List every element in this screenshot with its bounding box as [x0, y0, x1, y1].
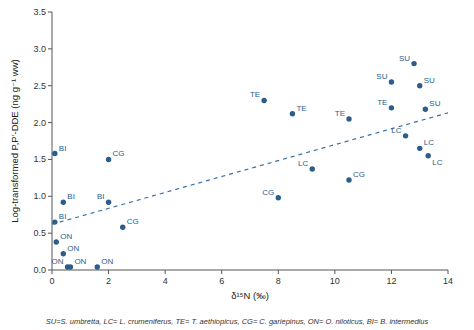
point [346, 177, 351, 182]
point [417, 146, 422, 151]
point-label: CG [353, 170, 365, 179]
point [261, 98, 266, 103]
point [106, 157, 111, 162]
y-tick-label: 2.5 [33, 81, 46, 91]
axes: 0 2 4 6 8 10 12 14 0.0 0.5 1.0 1.5 2.0 2.5 3.0 3.5 [33, 7, 453, 286]
point [310, 166, 315, 171]
point [68, 264, 73, 269]
point-label: SU [424, 76, 435, 85]
point-label: LC [424, 138, 434, 147]
y-axis-label: Log-transformed P,P′-DDE (ng g⁻¹ ww) [9, 59, 20, 222]
point-label: TE [377, 98, 387, 107]
point [52, 219, 57, 224]
y-tick [48, 270, 52, 271]
point [95, 264, 100, 269]
x-tick [391, 270, 392, 274]
y-tick [48, 159, 52, 160]
y-tick [48, 196, 52, 197]
point [276, 195, 281, 200]
point-label: LC [432, 158, 442, 167]
point-labels: BIBIBIONONONONONCGBICGTECGTELCTECGTESULC… [52, 54, 443, 266]
point-label: TE [335, 109, 345, 118]
point-label: BI [97, 192, 105, 201]
y-axis-line [52, 12, 53, 270]
x-tick [278, 270, 279, 274]
point-label: BI [59, 144, 67, 153]
point-label: BI [67, 192, 75, 201]
point-label: CG [262, 188, 274, 197]
point [417, 83, 422, 88]
x-tick [221, 270, 222, 274]
chart: 0 2 4 6 8 10 12 14 0.0 0.5 1.0 1.5 2.0 2.5 3.0 3.5 δ¹⁵N … [0, 0, 474, 330]
plot-area [52, 61, 448, 270]
point-label: CG [113, 149, 125, 158]
x-tick [52, 270, 53, 274]
y-tick [48, 85, 52, 86]
point-label: ON [67, 244, 79, 253]
point-label: SU [399, 54, 410, 63]
x-tick-label: 4 [163, 276, 168, 286]
x-tick-label: 12 [386, 276, 396, 286]
x-axis-label: δ¹⁵N (‰) [231, 290, 269, 301]
point-label: LC [391, 126, 401, 135]
y-tick [48, 122, 52, 123]
x-tick-label: 10 [330, 276, 340, 286]
point [426, 153, 431, 158]
point-label: CG [127, 217, 139, 226]
point [389, 79, 394, 84]
point [106, 199, 111, 204]
x-tick-label: 6 [219, 276, 224, 286]
x-axis-line [52, 270, 448, 271]
point [346, 116, 351, 121]
point [389, 105, 394, 110]
x-tick [108, 270, 109, 274]
x-tick-label: 8 [276, 276, 281, 286]
point-label: ON [60, 232, 72, 241]
point-label: SU [376, 72, 387, 81]
caption: SU=S. umbretta, LC= L. crumeniferus, TE=… [46, 317, 429, 326]
y-tick-label: 3.5 [33, 7, 46, 17]
x-tick-label: 2 [106, 276, 111, 286]
point [54, 239, 59, 244]
point [120, 225, 125, 230]
y-tick-label: 0.5 [33, 228, 46, 238]
point [61, 251, 66, 256]
y-tick [48, 48, 52, 49]
point [290, 111, 295, 116]
point [411, 61, 416, 66]
y-tick [48, 12, 52, 13]
point-label: SU [429, 99, 440, 108]
point-label: ON [101, 257, 113, 266]
y-tick-label: 3.0 [33, 44, 46, 54]
point-label: ON [52, 257, 64, 266]
point-label: TE [296, 104, 306, 113]
x-tick [448, 270, 449, 274]
x-tick-label: 0 [49, 276, 54, 286]
point [61, 199, 66, 204]
x-tick [334, 270, 335, 274]
y-tick-label: 0.0 [33, 265, 46, 275]
point [403, 133, 408, 138]
y-tick [48, 233, 52, 234]
point-label: BI [59, 212, 67, 221]
point-label: ON [74, 257, 86, 266]
point-label: LC [298, 159, 308, 168]
point-label: TE [250, 90, 260, 99]
y-tick-label: 1.5 [33, 154, 46, 164]
y-tick-label: 1.0 [33, 191, 46, 201]
point [52, 151, 57, 156]
x-tick [165, 270, 166, 274]
y-tick-label: 2.0 [33, 118, 46, 128]
x-tick-label: 14 [443, 276, 453, 286]
point [423, 107, 428, 112]
regression-line [52, 113, 448, 224]
